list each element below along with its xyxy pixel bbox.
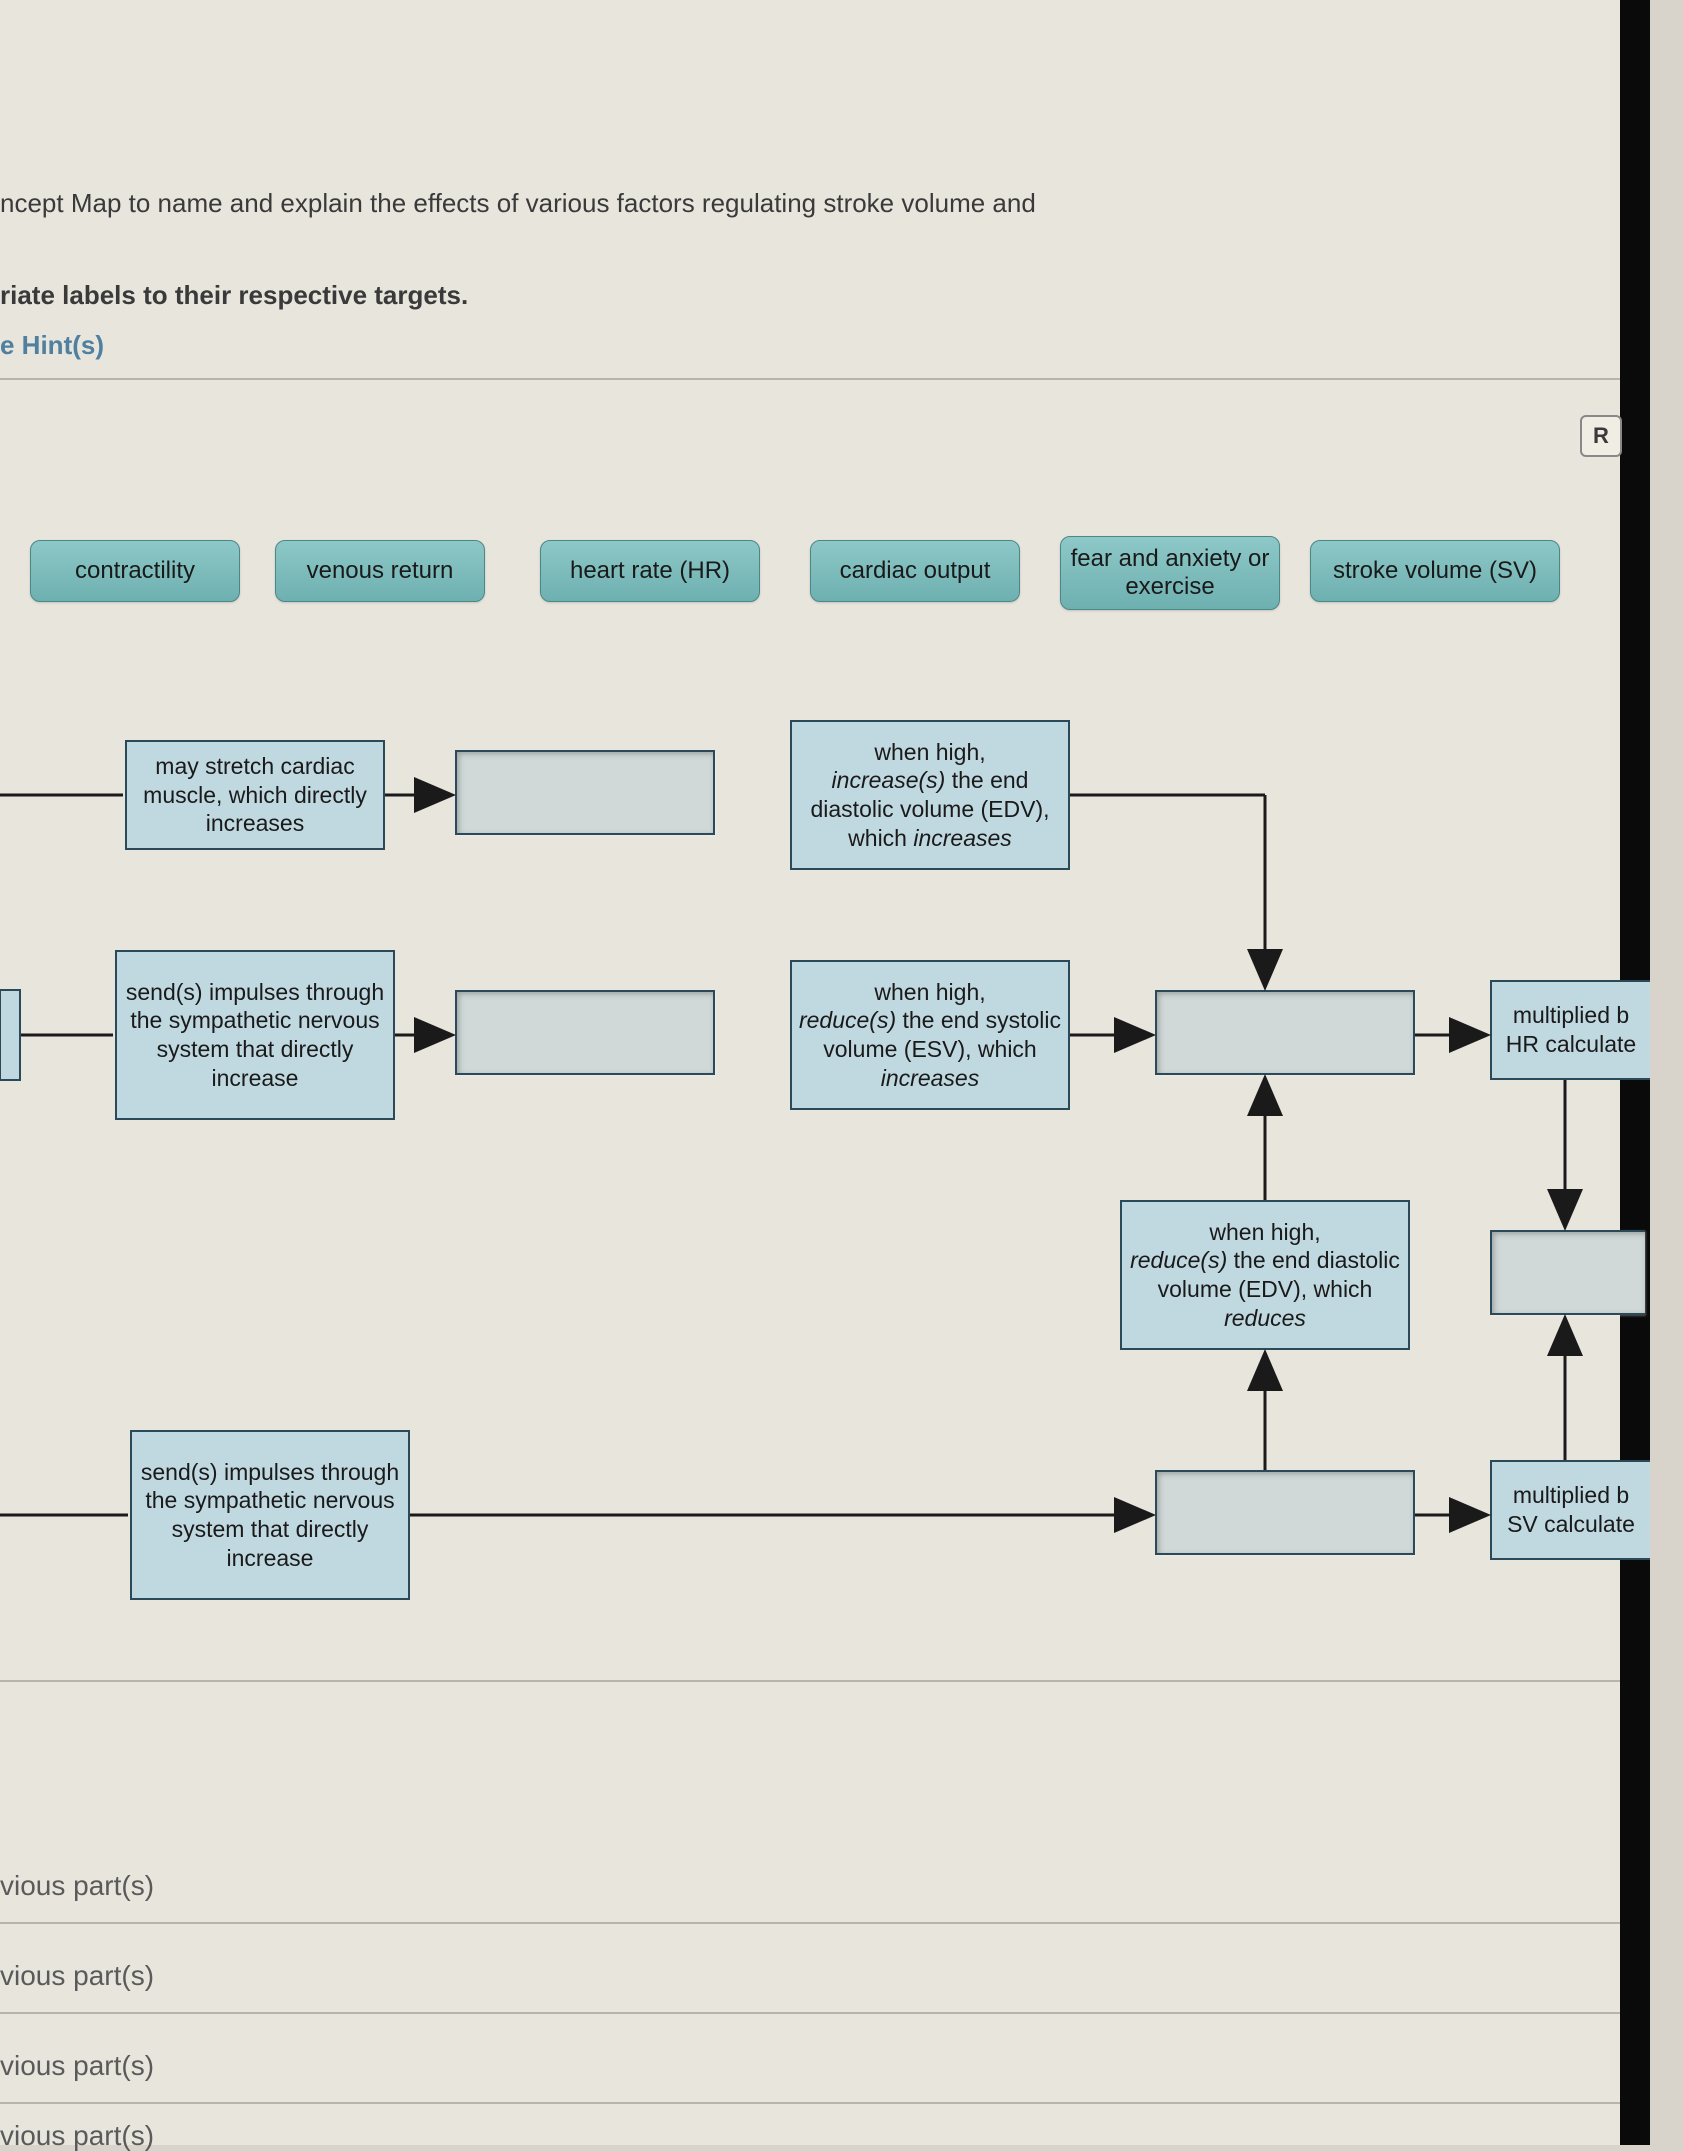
divider-nav-2: [0, 2012, 1620, 2014]
node-edv-reduce: when high, reduce(s) the end diastolic v…: [1120, 1200, 1410, 1350]
drop-target-3[interactable]: [1155, 990, 1415, 1075]
reset-button[interactable]: R: [1580, 415, 1622, 457]
divider-top: [0, 378, 1620, 380]
node-edv-increase: when high, increase(s) the end diastolic…: [790, 720, 1070, 870]
node-impulses-2: send(s) impulses through the sympathetic…: [130, 1430, 410, 1600]
node-mult-hr: multiplied b HR calculate: [1490, 980, 1650, 1080]
chip-contractility[interactable]: contractility: [30, 540, 240, 602]
drop-target-4[interactable]: [1155, 1470, 1415, 1555]
drop-target-2[interactable]: [455, 990, 715, 1075]
chip-fear-exercise[interactable]: fear and anxiety or exercise: [1060, 536, 1280, 610]
node-impulses-1: send(s) impulses through the sympathetic…: [115, 950, 395, 1120]
divider-nav-3: [0, 2102, 1620, 2104]
chip-stroke-volume[interactable]: stroke volume (SV): [1310, 540, 1560, 602]
chip-venous-return[interactable]: venous return: [275, 540, 485, 602]
node-edv-reduce-text: when high, reduce(s) the end diastolic v…: [1128, 1218, 1402, 1333]
drop-target-5[interactable]: [1490, 1230, 1645, 1315]
nav-prev-4[interactable]: vious part(s): [0, 2120, 154, 2152]
node-esv-reduce-text: when high, reduce(s) the end systolic vo…: [798, 978, 1062, 1093]
hints-link[interactable]: e Hint(s): [0, 330, 104, 361]
chip-cardiac-output[interactable]: cardiac output: [810, 540, 1020, 602]
node-mult-sv: multiplied b SV calculate: [1490, 1460, 1650, 1560]
nav-prev-2[interactable]: vious part(s): [0, 1960, 154, 1992]
divider-nav-1: [0, 1922, 1620, 1924]
chip-heart-rate[interactable]: heart rate (HR): [540, 540, 760, 602]
node-stretch: may stretch cardiac muscle, which direct…: [125, 740, 385, 850]
node-esv-reduce: when high, reduce(s) the end systolic vo…: [790, 960, 1070, 1110]
page: ncept Map to name and explain the effect…: [0, 0, 1650, 2145]
drop-target-1[interactable]: [455, 750, 715, 835]
prompt-line-1: ncept Map to name and explain the effect…: [0, 188, 1036, 219]
divider-mid: [0, 1680, 1620, 1682]
prompt-line-2: riate labels to their respective targets…: [0, 280, 468, 311]
nav-prev-1[interactable]: vious part(s): [0, 1870, 154, 1902]
nav-prev-3[interactable]: vious part(s): [0, 2050, 154, 2082]
node-edv-increase-text: when high, increase(s) the end diastolic…: [798, 738, 1062, 853]
